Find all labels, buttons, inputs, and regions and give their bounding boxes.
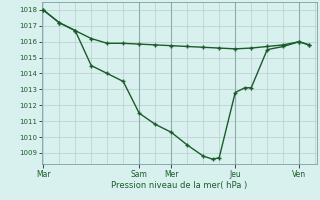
X-axis label: Pression niveau de la mer( hPa ): Pression niveau de la mer( hPa ) [111, 181, 247, 190]
